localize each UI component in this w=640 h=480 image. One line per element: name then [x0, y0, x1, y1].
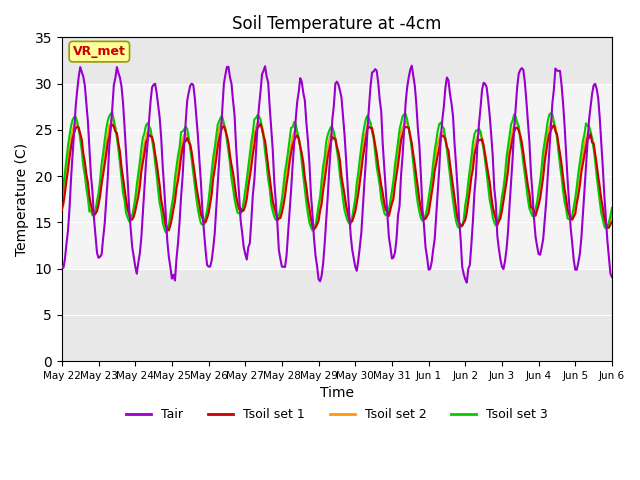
Title: Soil Temperature at -4cm: Soil Temperature at -4cm [232, 15, 442, 33]
Legend: Tair, Tsoil set 1, Tsoil set 2, Tsoil set 3: Tair, Tsoil set 1, Tsoil set 2, Tsoil se… [121, 403, 553, 426]
Y-axis label: Temperature (C): Temperature (C) [15, 143, 29, 256]
Text: VR_met: VR_met [73, 45, 126, 58]
Bar [62, 84, 612, 269]
X-axis label: Time: Time [320, 386, 354, 400]
